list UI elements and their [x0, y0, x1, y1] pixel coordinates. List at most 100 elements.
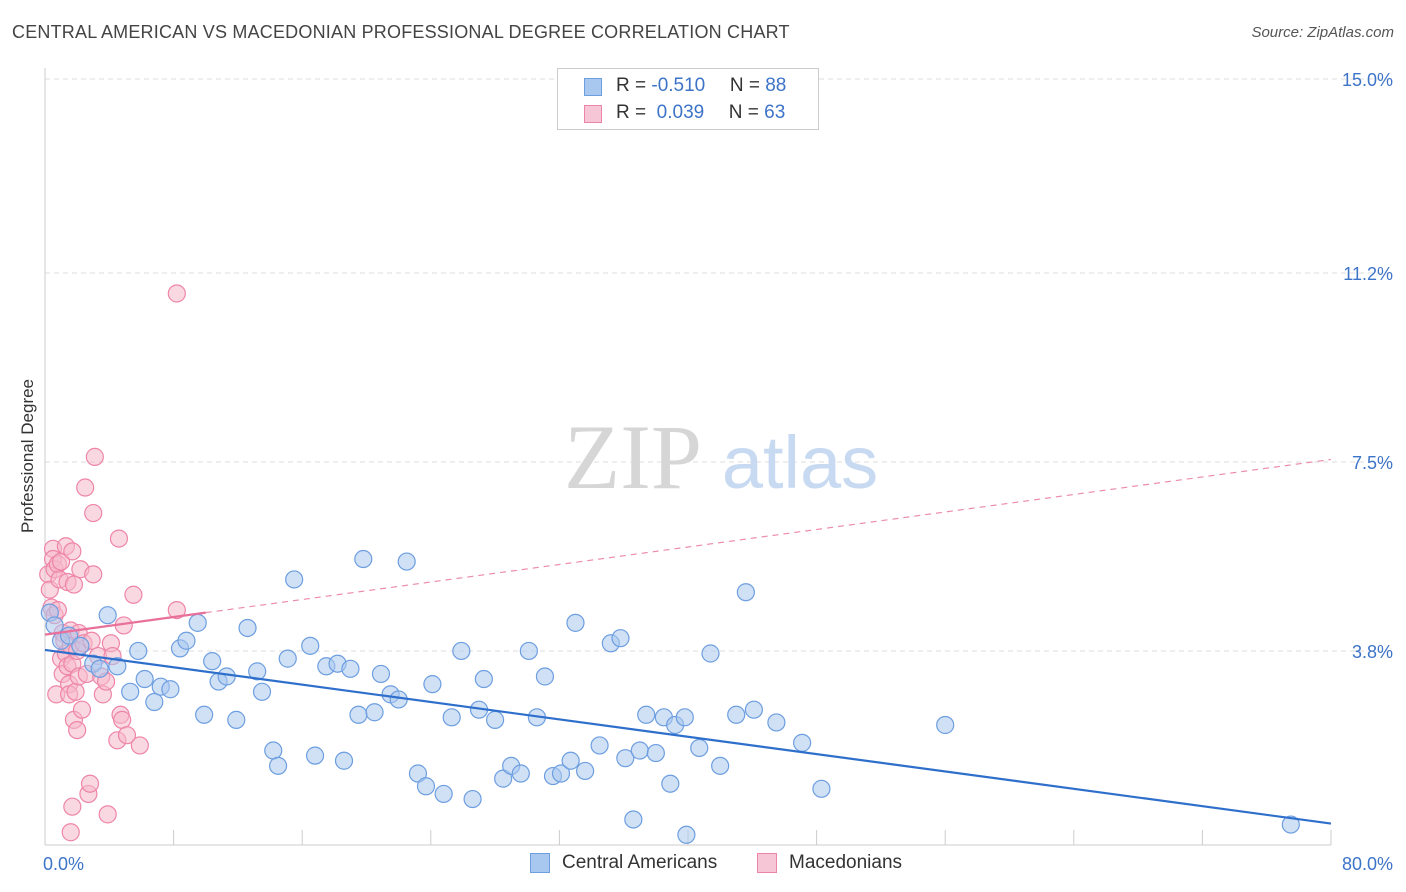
- central-american-point: [177, 631, 196, 650]
- central-american-point: [486, 710, 505, 729]
- macedonian-point: [109, 529, 129, 548]
- central-american-point: [727, 705, 746, 724]
- central-american-point: [71, 636, 90, 655]
- central-american-point: [188, 613, 207, 632]
- chart-title: CENTRAL AMERICAN VS MACEDONIAN PROFESSIO…: [12, 22, 790, 42]
- central-american-point: [793, 733, 812, 752]
- central-american-point: [511, 764, 530, 783]
- central-american-point: [637, 705, 656, 724]
- central-american-point: [334, 751, 354, 770]
- macedonian-point: [64, 575, 84, 594]
- bottom-legend-swatch-blue: [530, 853, 550, 873]
- axes: [44, 68, 1332, 846]
- central-american-point: [561, 751, 580, 770]
- central-american-point: [268, 756, 288, 775]
- central-american-point: [278, 649, 297, 668]
- central-american-point: [442, 708, 461, 727]
- macedonian-point: [72, 700, 92, 719]
- central-american-point: [474, 669, 493, 689]
- central-american-point: [423, 675, 442, 694]
- central-american-point: [551, 764, 571, 783]
- bottom-legend-label: Macedonians: [789, 852, 903, 873]
- macedonian-point: [85, 447, 104, 466]
- bottom-legend-swatch-pink: [757, 853, 777, 873]
- central-american-point: [463, 789, 482, 809]
- legend-swatch-pink: [584, 105, 602, 123]
- watermark-atlas: atlas: [722, 421, 878, 504]
- grid-lines: [45, 78, 1393, 652]
- central-american-point: [576, 761, 595, 781]
- macedonian-point: [124, 585, 143, 604]
- legend-n-label: N =: [728, 102, 765, 123]
- central-american-point: [624, 810, 643, 829]
- macedonian-point: [113, 710, 132, 729]
- central-american-point: [452, 641, 471, 661]
- central-american-point: [611, 629, 630, 648]
- central-american-point: [416, 777, 436, 796]
- macedonian-point: [117, 726, 137, 745]
- central-americans-points: [40, 549, 1300, 844]
- source-credit: Source: ZipAtlas.com: [1251, 24, 1394, 41]
- central-american-point: [701, 644, 720, 663]
- central-american-point: [616, 749, 635, 768]
- central-american-point: [305, 746, 325, 765]
- legend-r-label: R =: [616, 75, 652, 96]
- y-tick-label: 11.2%: [1343, 264, 1393, 284]
- macedonian-point: [63, 797, 82, 816]
- central-american-point: [812, 779, 831, 798]
- central-american-point: [98, 606, 117, 625]
- central-american-point: [711, 756, 730, 775]
- central-american-point: [590, 736, 609, 755]
- watermark: ZIP atlas: [564, 406, 878, 508]
- central-american-point: [108, 657, 127, 676]
- y-tick-label: 15.0%: [1342, 70, 1393, 90]
- central-american-point: [535, 667, 555, 686]
- macedonian-point: [68, 720, 87, 740]
- trend-lines: [44, 458, 1332, 825]
- central-american-point: [661, 774, 680, 793]
- macedonians-trend-line: [44, 611, 206, 636]
- central-american-point: [264, 741, 283, 760]
- legend-n-value: 63: [764, 102, 786, 123]
- macedonians-points: [39, 284, 186, 842]
- x-tick-label-max: 80.0%: [1342, 854, 1393, 874]
- central-american-point: [397, 552, 416, 571]
- central-american-point: [341, 659, 360, 678]
- macedonian-point: [63, 542, 82, 561]
- central-american-point: [736, 583, 755, 602]
- central-american-point: [1281, 815, 1300, 834]
- central-american-point: [252, 682, 272, 701]
- central-american-point: [434, 784, 453, 804]
- central-american-point: [354, 549, 373, 569]
- central-american-point: [675, 708, 694, 727]
- macedonian-point: [66, 682, 85, 701]
- legend-r-value: 0.039: [651, 102, 705, 123]
- tick-labels: 3.8% 7.5% 11.2% 15.0% 0.0% 80.0%: [43, 70, 1393, 874]
- y-tick-label: 7.5%: [1352, 453, 1393, 473]
- central-american-point: [519, 641, 538, 661]
- central-american-point: [767, 713, 786, 732]
- central-american-point: [301, 636, 320, 655]
- y-tick-label: 3.8%: [1352, 642, 1393, 662]
- macedonian-point: [98, 805, 117, 824]
- central-american-point: [630, 741, 649, 760]
- legend-swatch-blue: [584, 78, 602, 96]
- legend-n-value: 88: [765, 75, 787, 96]
- central-americans-trend-line: [44, 648, 1332, 825]
- central-american-point: [936, 715, 955, 735]
- macedonian-point: [167, 600, 186, 620]
- central-american-point: [145, 692, 164, 712]
- stats-legend: R = -0.510 N = 88 R = 0.039 N = 63: [557, 68, 819, 130]
- central-american-point: [135, 669, 154, 689]
- legend-n-label: N =: [729, 75, 766, 96]
- central-american-point: [690, 738, 709, 758]
- central-american-point: [227, 710, 246, 729]
- central-american-point: [566, 613, 585, 632]
- central-american-point: [203, 652, 222, 671]
- central-american-point: [349, 705, 368, 724]
- x-tick-label-min: 0.0%: [43, 854, 84, 874]
- central-american-point: [90, 659, 109, 678]
- central-american-point: [744, 700, 764, 719]
- macedonian-point: [84, 565, 103, 584]
- central-american-point: [238, 618, 257, 638]
